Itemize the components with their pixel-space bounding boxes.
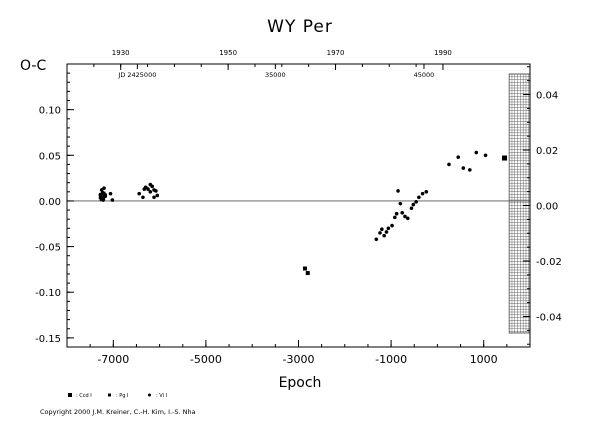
legend-marker: [148, 393, 151, 397]
point-vi-i: [380, 227, 384, 232]
point-vi-i: [152, 195, 156, 200]
legend: : Ccd I : Pg I : Vi I: [68, 393, 167, 399]
right-tick-label: 0.00: [536, 202, 558, 213]
legend-label: : Ccd I: [76, 393, 92, 399]
jd-label: 45000: [414, 71, 435, 79]
point-vi-i: [146, 187, 150, 191]
point-vi-i: [424, 190, 429, 194]
point-vi-i: [403, 214, 407, 219]
data-points: [98, 150, 508, 276]
x-tick-label: 1000: [470, 353, 498, 366]
legend-marker: [68, 393, 72, 397]
point-vi-i: [142, 187, 147, 191]
copyright-text: Copyright 2000 J.M. Kreiner, C.-H. Kim, …: [40, 408, 196, 416]
x-tick-label: -1000: [375, 353, 407, 366]
point-vi-i: [150, 184, 154, 189]
y-tick-label: 0.00: [39, 197, 61, 208]
jd-label: JD 2425000: [117, 71, 156, 79]
y-tick-label: -0.05: [35, 243, 61, 254]
point-vi-i: [400, 211, 405, 215]
point-vi-i: [483, 153, 488, 158]
point-vi-i: [137, 191, 142, 196]
legend-label: : Pg I: [116, 393, 129, 399]
x-tick-label: -5000: [190, 353, 222, 366]
axis-ticks: [66, 64, 531, 347]
point-ccd-i: [502, 155, 508, 161]
chart-title: WY Per: [267, 17, 333, 37]
point-vi-i: [393, 215, 397, 220]
point-vi-i: [141, 195, 145, 200]
point-vi-i: [374, 237, 379, 242]
point-pg-i: [302, 266, 307, 271]
year-label: 1950: [219, 49, 237, 57]
point-vi-i: [417, 195, 421, 200]
x-axis-label: Epoch: [279, 375, 322, 391]
point-pg-i: [305, 271, 310, 276]
y-tick-label: 0.05: [39, 151, 61, 162]
point-vi-i: [390, 223, 394, 228]
point-vi-i: [461, 166, 466, 170]
point-vi-i: [394, 211, 399, 216]
point-vi-i: [405, 216, 410, 221]
legend-marker: [108, 393, 111, 397]
y-tick-label: -0.10: [35, 288, 61, 299]
y-axis-label: O-C: [20, 58, 46, 74]
point-vi-i: [148, 190, 153, 194]
y-tick-label: 0.10: [39, 106, 61, 117]
point-vi-i: [456, 155, 461, 159]
year-label: 1970: [327, 49, 345, 57]
point-vi-i: [411, 202, 416, 207]
year-label: 1930: [112, 49, 130, 57]
point-vi-i: [382, 233, 386, 238]
x-tick-label: -3000: [283, 353, 315, 366]
point-vi-i: [409, 206, 414, 211]
right-tick-label: 0.04: [536, 91, 558, 102]
point-vi-i: [447, 162, 451, 167]
point-vi-i: [398, 201, 403, 206]
point-vi-i: [98, 192, 103, 197]
hatch-border: [508, 73, 531, 334]
point-vi-i: [101, 198, 105, 202]
point-vi-i: [420, 191, 425, 196]
point-vi-i: [378, 231, 382, 235]
point-vi-i: [155, 193, 160, 198]
point-vi-i: [102, 186, 106, 190]
point-vi-i: [414, 200, 418, 204]
right-tick-label: 0.02: [536, 146, 558, 157]
point-vi-i: [103, 194, 107, 199]
right-tick-label: -0.04: [536, 312, 562, 323]
point-vi-i: [110, 198, 115, 202]
x-tick-label: -7000: [97, 353, 129, 366]
y-tick-label: -0.15: [35, 334, 61, 345]
hatched-region: [508, 73, 531, 334]
jd-label: 35000: [265, 71, 286, 79]
year-label: 1990: [434, 49, 452, 57]
point-vi-i: [384, 230, 389, 234]
plot-frame: [66, 63, 531, 348]
point-vi-i: [386, 226, 391, 231]
point-vi-i: [154, 189, 158, 193]
tick-labels: 0.10 0.05 0.00 -0.05 -0.10 -0.15 0.04 0.02 0.00 -…: [35, 49, 562, 366]
point-vi-i: [468, 168, 472, 172]
right-tick-label: -0.02: [536, 257, 562, 268]
point-vi-i: [474, 150, 479, 155]
point-vi-i: [396, 189, 400, 193]
point-vi-i: [108, 191, 113, 196]
legend-label: : Vi I: [156, 393, 167, 399]
